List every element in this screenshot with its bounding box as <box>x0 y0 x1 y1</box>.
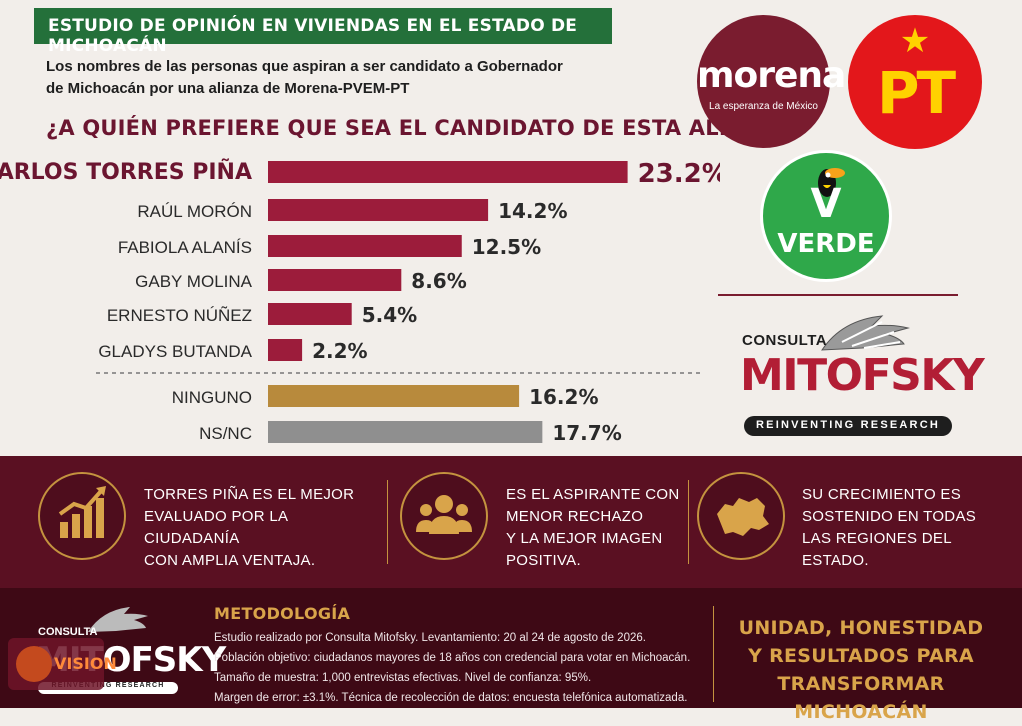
verde-logo-name: VERDE <box>777 229 875 259</box>
highlight-text: SU CRECIMIENTO ES SOSTENIDO EN TODAS LAS… <box>802 484 976 572</box>
highlight-card: SU CRECIMIENTO ES SOSTENIDO EN TODAS LAS… <box>689 456 1022 588</box>
highlight-line: ESTADO. <box>802 552 869 569</box>
category-label: NS/NC <box>199 424 252 443</box>
value-label: 16.2% <box>529 385 598 409</box>
highlight-icon-ring <box>38 472 126 560</box>
highlight-line: TORRES PIÑA ES EL MEJOR <box>144 486 355 503</box>
highlight-line: CON AMPLIA VENTAJA. <box>144 552 316 569</box>
page-title: ESTUDIO DE OPINIÓN EN VIVIENDAS EN EL ES… <box>48 16 578 56</box>
bar <box>268 303 352 325</box>
highlight-text: TORRES PIÑA ES EL MEJOR EVALUADO POR LA … <box>144 484 386 572</box>
footer-band: CONSULTA MITOFSKY REINVENTING RESEARCH V… <box>0 588 1022 723</box>
methodology-title: METODOLOGÍA <box>214 604 351 623</box>
highlight-line: SU CRECIMIENTO ES <box>802 486 962 503</box>
footer-logo-consulta: CONSULTA <box>38 626 98 638</box>
star-icon: ★ <box>899 22 931 60</box>
footer-logo-tagline: REINVENTING RESEARCH <box>51 682 165 689</box>
category-label: NINGUNO <box>172 388 252 407</box>
subtitle-line-2: de Michoacán por una alianza de Morena-P… <box>46 80 410 97</box>
mitofsky-logo: CONSULTA MITOFSKY REINVENTING RESEARCH <box>738 312 985 442</box>
toucan-icon <box>818 168 845 197</box>
watermark-logo: VISION <box>8 638 117 690</box>
candidate-bar-chart: CARLOS TORRES PIÑA 23.2% RAÚL MORÓN 14.2% FA… <box>0 159 720 445</box>
highlights-band: TORRES PIÑA ES EL MEJOR EVALUADO POR LA … <box>0 456 1022 588</box>
methodology-line: Tamaño de muestra: 1,000 entrevistas efe… <box>214 672 592 684</box>
category-label: ERNESTO NÚÑEZ <box>107 306 252 325</box>
divider <box>713 606 714 702</box>
subtitle: Los nombres de las personas que aspiran … <box>46 56 606 100</box>
highlight-icon-ring <box>400 472 488 560</box>
category-label: RAÚL MORÓN <box>137 202 252 221</box>
title-banner: ESTUDIO DE OPINIÓN EN VIVIENDAS EN EL ES… <box>34 8 612 56</box>
top-section: ESTUDIO DE OPINIÓN EN VIVIENDAS EN EL ES… <box>0 8 985 445</box>
michoacan-map-icon <box>717 498 769 536</box>
mitofsky-consulta: CONSULTA <box>742 332 828 349</box>
value-label: 23.2% <box>638 159 720 189</box>
survey-question: ¿A QUIÉN PREFIERE QUE SEA EL CANDIDATO D… <box>46 116 806 140</box>
people-group-icon <box>416 495 472 534</box>
highlight-text: ES EL ASPIRANTE CON MENOR RECHAZO Y LA M… <box>506 484 680 572</box>
value-label: 5.4% <box>362 303 417 327</box>
morena-logo-tagline: La esperanza de México <box>709 101 818 112</box>
divider <box>387 480 388 564</box>
pt-logo-name: PT <box>876 59 956 127</box>
highlight-line: LAS REGIONES DEL <box>802 530 952 547</box>
wing-icon <box>88 607 148 632</box>
value-label: 2.2% <box>312 339 367 363</box>
category-label: FABIOLA ALANÍS <box>118 238 252 257</box>
highlight-line: Y LA MEJOR IMAGEN <box>506 530 663 547</box>
slogan-line: Y RESULTADOS PARA <box>748 645 974 667</box>
verde-logo-mark: V <box>810 181 842 227</box>
mitofsky-tagline: REINVENTING RESEARCH <box>756 419 940 431</box>
methodology-line: Estudio realizado por Consulta Mitofsky.… <box>214 632 646 644</box>
category-label: GABY MOLINA <box>135 272 252 291</box>
value-label: 14.2% <box>498 199 567 223</box>
bar <box>268 235 462 257</box>
divider <box>718 294 958 296</box>
bar <box>268 269 402 291</box>
morena-logo-name: morena <box>697 55 846 96</box>
watermark-text: VISION <box>54 654 117 673</box>
bar <box>268 385 520 407</box>
highlight-line: ES EL ASPIRANTE CON <box>506 486 680 503</box>
slogan-line: TRANSFORMAR MICHOACÁN <box>777 673 945 723</box>
highlight-icon-ring <box>697 472 785 560</box>
highlight-card: TORRES PIÑA ES EL MEJOR EVALUADO POR LA … <box>0 456 386 588</box>
growth-chart-icon <box>58 486 106 538</box>
value-label: 17.7% <box>552 421 621 445</box>
category-label: GLADYS BUTANDA <box>98 342 252 361</box>
methodology-line: Margen de error: ±3.1%. Técnica de recol… <box>214 692 688 704</box>
highlight-line: POSITIVA. <box>506 552 581 569</box>
highlight-line: EVALUADO POR LA CIUDADANÍA <box>144 508 288 547</box>
wing-icon <box>821 315 910 351</box>
subtitle-line-1: Los nombres de las personas que aspiran … <box>46 58 563 75</box>
mitofsky-name: MITOFSKY <box>740 350 985 401</box>
bar <box>268 199 489 221</box>
mitofsky-tagline-bar: REINVENTING RESEARCH <box>744 416 952 436</box>
morena-logo: morena La esperanza de México <box>697 15 846 148</box>
bar <box>268 161 628 183</box>
bar <box>268 421 543 443</box>
divider <box>688 480 689 564</box>
value-label: 12.5% <box>472 235 541 259</box>
watermark-circle-icon <box>16 646 52 682</box>
pt-logo: ★ PT <box>848 15 982 149</box>
bar <box>268 339 303 361</box>
campaign-slogan: UNIDAD, HONESTIDAD Y RESULTADOS PARA TRA… <box>720 614 1002 726</box>
verde-logo: V VERDE <box>760 150 892 282</box>
highlight-line: SOSTENIDO EN TODAS <box>802 508 977 525</box>
highlight-line: MENOR RECHAZO <box>506 508 644 525</box>
methodology-line: Población objetivo: ciudadanos mayores d… <box>214 652 691 664</box>
highlight-card: ES EL ASPIRANTE CON MENOR RECHAZO Y LA M… <box>388 456 688 588</box>
value-label: 8.6% <box>411 269 466 293</box>
category-label: CARLOS TORRES PIÑA <box>0 159 252 185</box>
slogan-line: UNIDAD, HONESTIDAD <box>738 617 984 639</box>
